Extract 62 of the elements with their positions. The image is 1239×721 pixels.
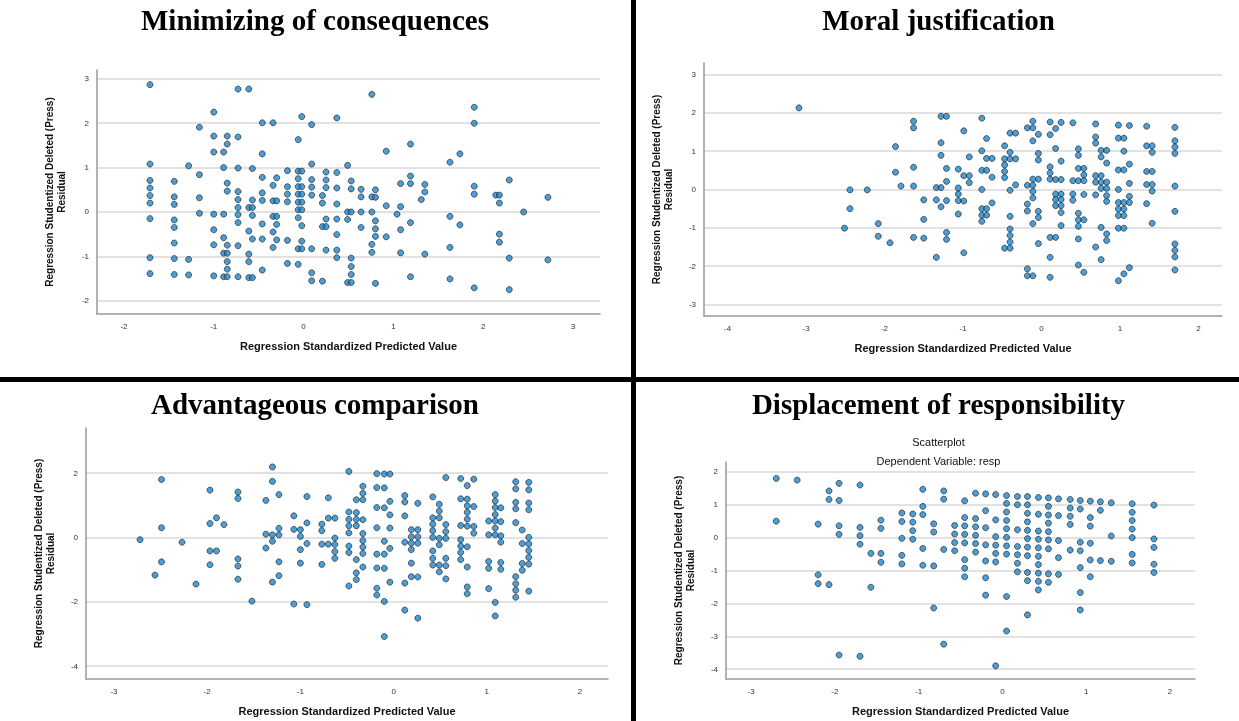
y-tick-label: -2 xyxy=(710,598,719,608)
y-tick-label: 2 xyxy=(73,468,79,478)
x-tick-label: 0 xyxy=(1000,686,1006,696)
y-tick-label: 1 xyxy=(713,500,719,510)
y-tick-label: 2 xyxy=(84,118,90,128)
y-tick-label: -1 xyxy=(710,566,719,575)
chart-title: Advantageous comparison xyxy=(151,387,479,420)
y-tick-label: -3 xyxy=(710,631,719,641)
y-tick-label: 3 xyxy=(691,70,697,79)
x-tick-label: 2 xyxy=(1196,323,1202,333)
x-tick-label: -3 xyxy=(110,686,119,696)
x-tick-label: -2 xyxy=(831,686,839,696)
y-tick-label: -1 xyxy=(688,223,697,233)
y-axis-title: Regression Studentized Deleted (Press) Residual xyxy=(32,458,56,649)
x-tick-label: 1 xyxy=(391,321,397,331)
x-tick-label: -1 xyxy=(915,686,923,696)
y-tick-label: -2 xyxy=(70,597,79,607)
y-tick-label: 0 xyxy=(713,533,719,543)
x-tick-label: -1 xyxy=(959,323,968,333)
x-tick-label: 1 xyxy=(1083,686,1089,696)
y-tick-label: 3 xyxy=(84,74,90,84)
chart-subtitle: Scatterplot Dependent Variable: resp xyxy=(876,435,1001,467)
chart-title: Minimizing of consequences xyxy=(141,3,489,36)
y-tick-label: 2 xyxy=(691,108,697,118)
y-axis-title: Regression Studentized Deleted (Press) Residual xyxy=(672,475,696,666)
x-tick-label: -4 xyxy=(723,323,732,333)
x-tick-label: -1 xyxy=(210,321,218,331)
x-tick-label: 3 xyxy=(570,321,576,331)
x-tick-label: 1 xyxy=(1117,323,1123,333)
y-tick-label: -4 xyxy=(70,661,79,671)
chart-title: Displacement of responsibility xyxy=(751,387,1126,420)
x-tick-label: 2 xyxy=(481,321,487,331)
y-tick-label: 1 xyxy=(691,146,697,156)
y-tick-label: 0 xyxy=(691,185,697,194)
y-axis-title: Regression Studentized Deleted (Press) Residual xyxy=(650,94,674,285)
x-axis-title: Regression Standardized Predicted Value xyxy=(854,341,1072,354)
x-tick-label: -2 xyxy=(203,686,212,696)
y-tick-label: -2 xyxy=(688,261,697,271)
x-tick-label: 0 xyxy=(1039,323,1045,333)
x-tick-label: 0 xyxy=(391,686,397,696)
y-tick-label: -4 xyxy=(710,664,719,674)
x-tick-label: -3 xyxy=(747,686,756,696)
y-tick-label: -2 xyxy=(81,296,90,306)
x-axis-title: Regression Standardized Predicted Value xyxy=(238,704,456,717)
x-axis-title: Regression Standardized Predicted Value xyxy=(239,339,458,352)
y-tick-label: 0 xyxy=(73,532,79,542)
x-tick-label: -1 xyxy=(296,686,305,696)
x-tick-label: -2 xyxy=(120,321,129,331)
y-axis-title: Regression Studentized Deleted (Press) Residual xyxy=(43,97,67,287)
y-tick-label: 2 xyxy=(713,467,719,477)
x-axis-title: Regression Standardized Predicted Value xyxy=(851,704,1070,717)
y-tick-label: -1 xyxy=(81,251,90,261)
x-tick-label: 0 xyxy=(301,321,307,331)
x-tick-label: 2 xyxy=(1167,686,1173,696)
x-tick-label: -2 xyxy=(880,323,889,333)
y-tick-label: -3 xyxy=(688,300,697,309)
x-tick-label: 2 xyxy=(577,686,583,696)
x-tick-label: -3 xyxy=(802,323,811,333)
y-tick-label: 0 xyxy=(84,207,90,217)
y-tick-label: 1 xyxy=(84,163,90,173)
x-tick-label: 1 xyxy=(484,686,490,696)
chart-title: Moral justification xyxy=(822,3,1055,36)
